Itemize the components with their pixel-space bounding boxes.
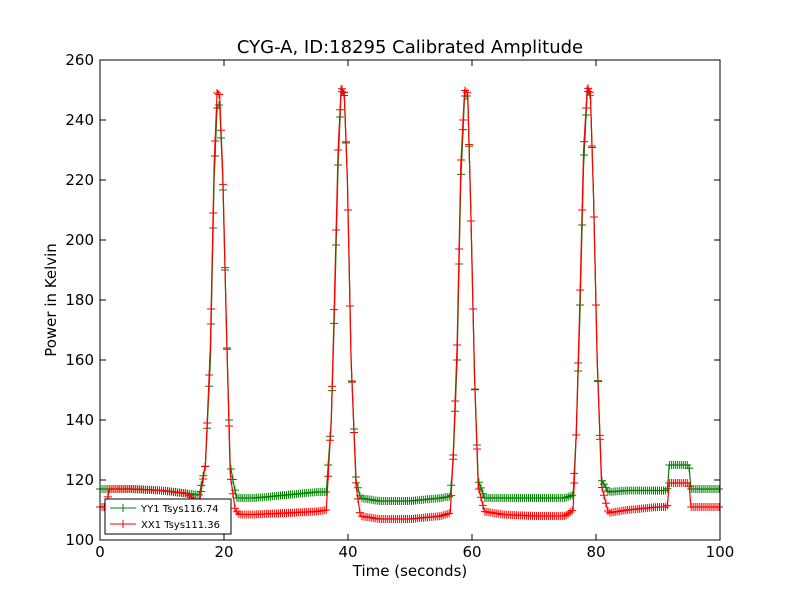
- legend-label-xx1: XX1 Tsys111.36: [141, 520, 220, 531]
- legend-box: [104, 498, 232, 535]
- chart-title: CYG-A, ID:18295 Calibrated Amplitude: [237, 37, 583, 58]
- x-tick-label: 20: [214, 543, 233, 561]
- axes-frame: [99, 59, 721, 541]
- legend: YY1 Tsys116.74 XX1 Tsys111.36: [104, 498, 232, 535]
- y-tick-label: 140: [65, 411, 94, 429]
- y-tick-label: 260: [65, 51, 94, 69]
- y-tick-label: 200: [65, 231, 94, 249]
- x-tick-label: 60: [462, 543, 481, 561]
- y-axis-label: Power in Kelvin: [42, 243, 60, 357]
- y-tick-label: 240: [65, 111, 94, 129]
- y-tick-label: 220: [65, 171, 94, 189]
- x-axis-label: Time (seconds): [352, 562, 468, 580]
- axis-ticks: 0 20 40 60 80 100 100 120 140 160 180 200 220 240 260: [65, 51, 734, 561]
- y-tick-label: 160: [65, 351, 94, 369]
- x-tick-label: 40: [338, 543, 357, 561]
- series-1: [96, 84, 723, 523]
- legend-marker-xx1: [119, 520, 127, 528]
- x-tick-label: 0: [95, 543, 105, 561]
- legend-label-yy1: YY1 Tsys116.74: [140, 504, 219, 515]
- legend-marker-yy1: [119, 504, 127, 512]
- x-tick-label: 100: [706, 543, 735, 561]
- y-tick-label: 180: [65, 291, 94, 309]
- x-tick-label: 80: [586, 543, 605, 561]
- y-tick-label: 120: [65, 471, 94, 489]
- y-tick-label: 100: [65, 531, 94, 549]
- plot-area: [96, 84, 723, 523]
